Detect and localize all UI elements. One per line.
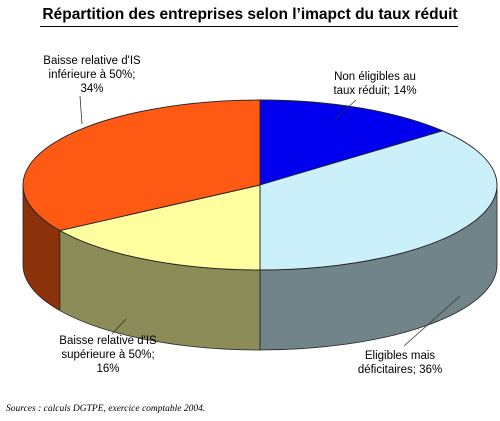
pie-slice-1 [259, 130, 498, 271]
source-note: Sources : calculs DGTPE, exercice compta… [6, 404, 206, 414]
leader-line-1 [403, 295, 461, 347]
slice-label-non-eligibles: Non éligibles au taux réduit; 14% [333, 71, 417, 97]
leader-line-0 [333, 99, 357, 121]
pie-slice-2 [58, 184, 261, 271]
slice-label-baisse-superieure: Baisse relative d'IS supérieure à 50%; 1… [59, 335, 157, 375]
pie-slice-0 [259, 99, 444, 186]
pie-slice-3 [22, 99, 261, 232]
title-underline [40, 26, 458, 27]
slice-label-baisse-inferieure: Baisse relative d'IS inférieure à 50%; 3… [43, 55, 141, 95]
chart-title: Répartition des entreprises selon l’imap… [42, 6, 458, 23]
slice-label-eligibles-deficitaires: Eligibles mais déficitaires; 36% [357, 350, 443, 376]
leader-line-3 [79, 95, 83, 125]
leader-line-2 [111, 318, 127, 335]
